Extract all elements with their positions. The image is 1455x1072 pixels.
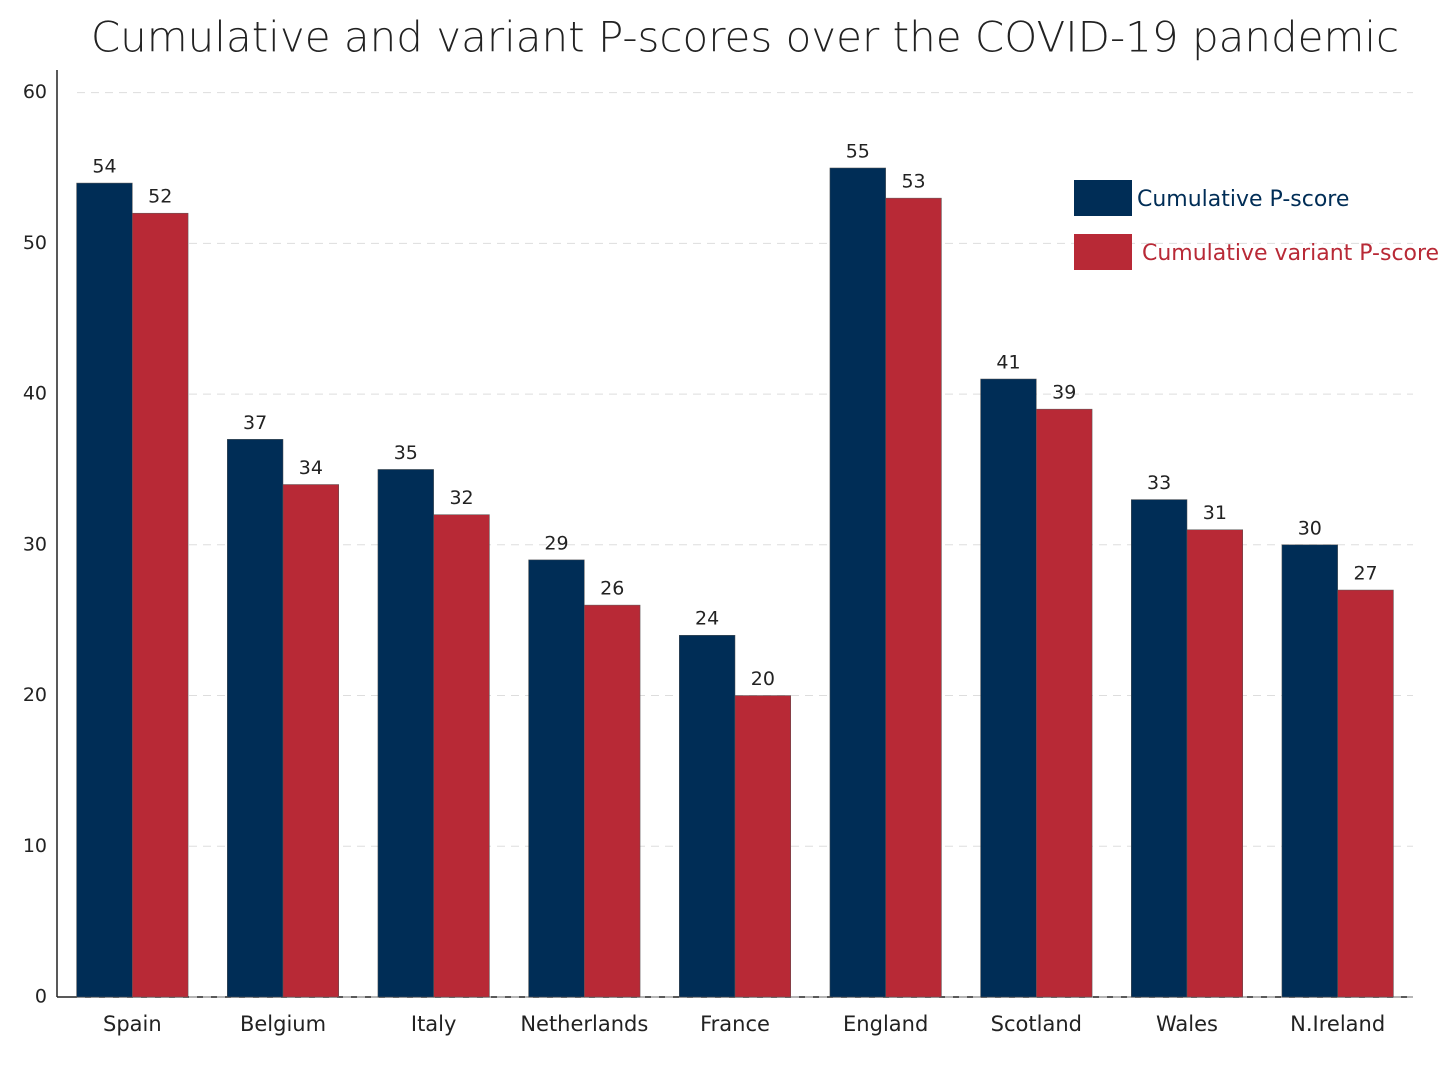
value-label: 52 <box>148 186 172 208</box>
x-tick-label: England <box>843 1012 928 1036</box>
value-label: 41 <box>996 352 1020 374</box>
value-label: 30 <box>1298 517 1322 539</box>
x-tick-label: Italy <box>411 1012 457 1036</box>
value-label: 55 <box>846 140 870 162</box>
value-label: 37 <box>243 412 267 434</box>
y-tick-label: 20 <box>23 684 47 706</box>
bar <box>1337 589 1394 998</box>
bar <box>528 559 585 998</box>
y-tick-label: 10 <box>23 835 47 857</box>
value-label: 35 <box>394 442 418 464</box>
value-label: 34 <box>299 457 323 479</box>
value-label: 26 <box>600 578 624 600</box>
bar <box>1131 499 1188 998</box>
value-label: 54 <box>92 156 116 178</box>
y-tick-label: 0 <box>35 986 47 1008</box>
bar <box>282 484 339 998</box>
legend-swatch <box>1074 180 1132 216</box>
bar <box>734 695 791 998</box>
bar <box>1036 408 1093 998</box>
x-tick-label: Spain <box>103 1012 162 1036</box>
y-tick-label: 50 <box>23 232 47 254</box>
legend-swatch <box>1074 234 1132 270</box>
bar <box>1281 544 1338 998</box>
value-label: 31 <box>1203 502 1227 524</box>
chart-title: Cumulative and variant P-scores over the… <box>91 13 1399 62</box>
y-tick-label: 30 <box>23 533 47 555</box>
x-tick-label: Scotland <box>991 1012 1082 1036</box>
y-tick-label: 60 <box>23 81 47 103</box>
bar <box>679 634 736 998</box>
x-tick-label: Wales <box>1156 1012 1218 1036</box>
value-label: 27 <box>1353 563 1377 585</box>
x-tick-label: N.Ireland <box>1290 1012 1385 1036</box>
value-label: 39 <box>1052 382 1076 404</box>
x-tick-label: Belgium <box>240 1012 326 1036</box>
value-label: 33 <box>1147 472 1171 494</box>
legend-label: Cumulative P-score <box>1137 187 1349 212</box>
legend-label: Cumulative variant P-score <box>1142 241 1439 266</box>
x-tick-label: Netherlands <box>520 1012 648 1036</box>
value-label: 20 <box>751 668 775 690</box>
bar <box>76 182 133 998</box>
bar <box>829 167 886 998</box>
value-label: 29 <box>544 532 568 554</box>
value-label: 53 <box>901 171 925 193</box>
value-label: 24 <box>695 608 719 630</box>
x-tick-label: France <box>700 1012 770 1036</box>
bar <box>377 469 434 998</box>
bar <box>980 378 1037 998</box>
bar <box>1186 529 1243 998</box>
bar <box>584 604 641 998</box>
bar <box>132 212 189 998</box>
bar <box>227 439 284 998</box>
bar <box>433 514 490 998</box>
value-label: 32 <box>449 487 473 509</box>
y-tick-label: 40 <box>23 383 47 405</box>
bar <box>885 197 942 998</box>
